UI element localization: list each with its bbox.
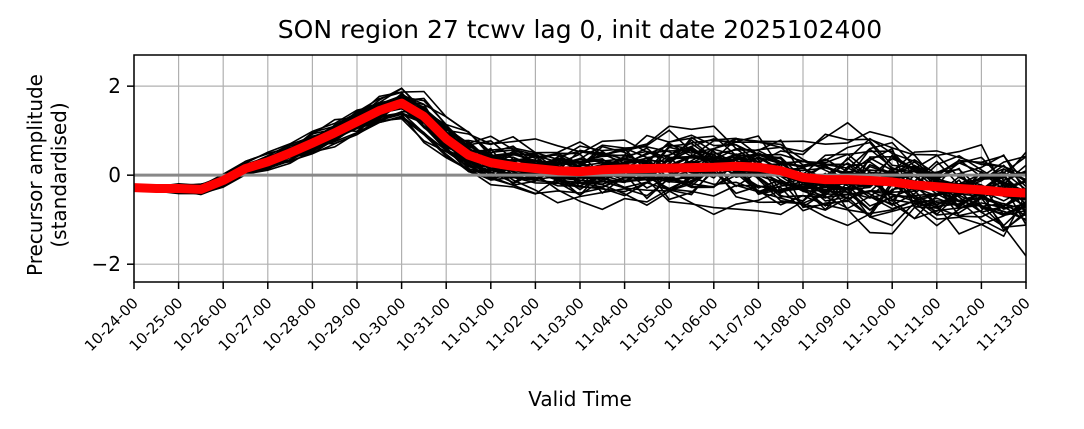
ensemble-mean-line [134, 98, 1026, 198]
y-tick-label: −2 [92, 252, 121, 276]
y-tick-label: 0 [108, 163, 121, 187]
y-axis-label-line1: Precursor amplitude [23, 74, 47, 276]
y-axis-label: Precursor amplitude (standardised) [23, 74, 71, 276]
plot-area: −20210-24-0010-25-0010-26-0010-27-0010-2… [81, 54, 1034, 355]
x-axis-label: Valid Time [528, 387, 632, 411]
chart-title: SON region 27 tcwv lag 0, init date 2025… [278, 15, 882, 44]
y-tick-label: 2 [108, 74, 121, 98]
y-axis-label-line2: (standardised) [47, 102, 71, 247]
